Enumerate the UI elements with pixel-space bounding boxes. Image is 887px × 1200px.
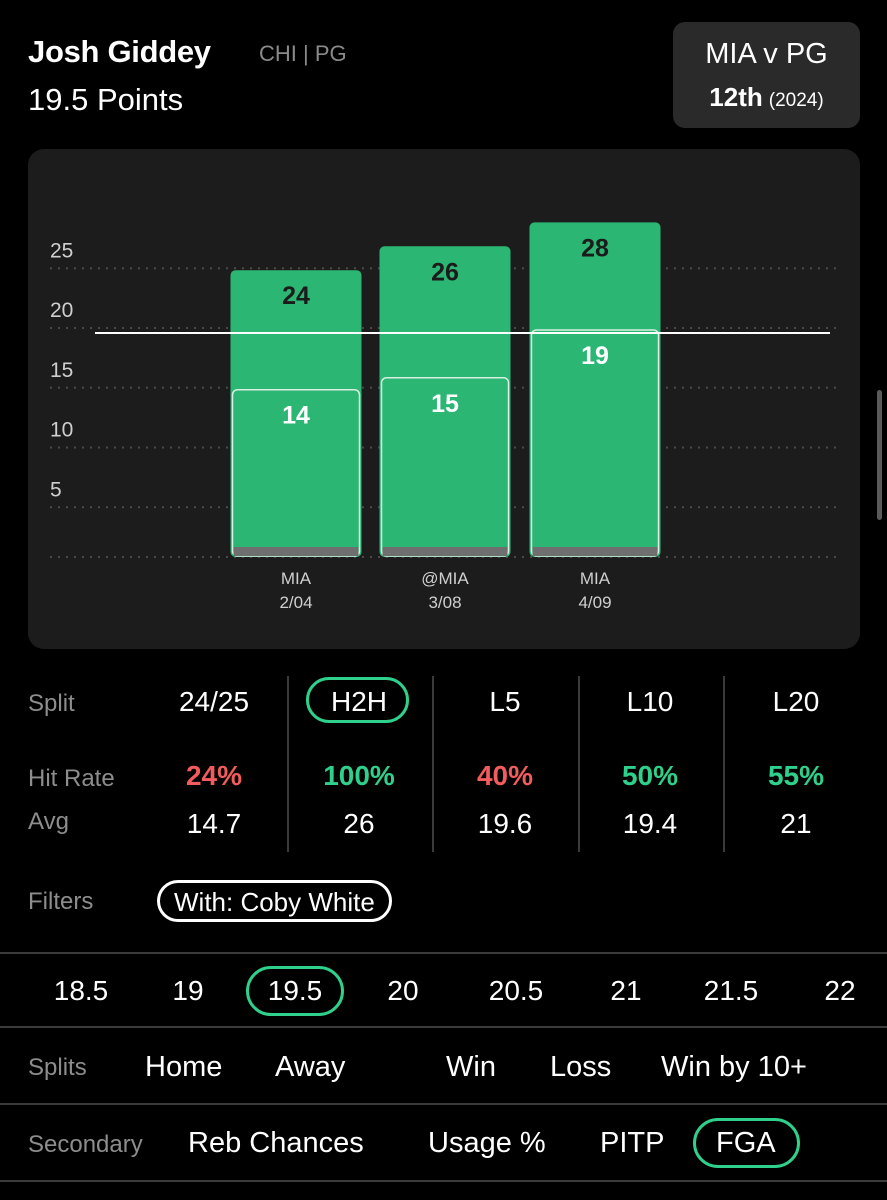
line-option[interactable]: 20 bbox=[387, 975, 419, 1006]
x-tick-label: MIA bbox=[580, 569, 611, 588]
split-filter-away[interactable]: Away bbox=[275, 1051, 346, 1083]
split-row-label: Split bbox=[28, 690, 75, 717]
matchup-rank: 12th (2024) bbox=[673, 82, 860, 113]
secondary-selected-outline bbox=[693, 1118, 800, 1168]
rank-year: (2024) bbox=[768, 90, 824, 111]
y-tick-label: 25 bbox=[50, 239, 73, 262]
column-divider bbox=[287, 676, 289, 852]
avg-value: 19.6 bbox=[477, 808, 533, 839]
bar-chart: 5 10 15 20 25 24 14 MIA 2/04 26 15 @MIA 3/08 28 19 MIA 4… bbox=[50, 222, 836, 612]
split-filter-win[interactable]: Win bbox=[446, 1051, 496, 1083]
hit-rate-value: 40% bbox=[476, 760, 534, 791]
secondary-option-pitp[interactable]: PITP bbox=[600, 1127, 665, 1159]
line-option[interactable]: 21 bbox=[610, 975, 642, 1006]
x-tick-label: @MIA bbox=[421, 569, 469, 588]
avg-value: 21 bbox=[780, 808, 812, 839]
y-tick-label: 20 bbox=[50, 299, 73, 322]
line-option[interactable]: 19 bbox=[172, 975, 204, 1006]
selected-line-outline bbox=[246, 966, 344, 1016]
split-filter-win-by-10[interactable]: Win by 10+ bbox=[661, 1051, 807, 1083]
filters-label: Filters bbox=[28, 888, 94, 915]
filter-chip-with-coby-white[interactable]: With: Coby White bbox=[157, 880, 392, 922]
y-tick-label: 10 bbox=[50, 419, 73, 442]
column-divider bbox=[432, 676, 434, 852]
rank-value: 12th bbox=[709, 82, 763, 112]
column-divider bbox=[578, 676, 580, 852]
y-tick-label: 15 bbox=[50, 359, 73, 382]
line-option[interactable]: 18.5 bbox=[53, 975, 109, 1006]
split-filter-home[interactable]: Home bbox=[145, 1051, 223, 1083]
avg-value: 19.4 bbox=[622, 808, 678, 839]
bar-value-label: 24 bbox=[282, 282, 310, 310]
split-filter-loss[interactable]: Loss bbox=[550, 1051, 612, 1083]
bar-base bbox=[532, 547, 658, 556]
divider bbox=[0, 952, 887, 954]
splits-label: Splits bbox=[28, 1054, 87, 1081]
bar-inner-value-label: 19 bbox=[581, 342, 609, 370]
divider bbox=[0, 1026, 887, 1028]
x-tick-label: 2/04 bbox=[279, 593, 312, 612]
avg-value: 26 bbox=[343, 808, 375, 839]
split-tab-l20[interactable]: L20 bbox=[772, 686, 820, 717]
line-option[interactable]: 20.5 bbox=[488, 975, 544, 1006]
hit-rate-value: 24% bbox=[185, 760, 243, 791]
matchup-card[interactable]: MIA v PG 12th (2024) bbox=[673, 22, 860, 128]
divider bbox=[0, 1180, 887, 1182]
line-option[interactable]: 19.5 bbox=[267, 975, 323, 1006]
player-name: Josh Giddey bbox=[28, 34, 211, 69]
line-option[interactable]: 21.5 bbox=[703, 975, 759, 1006]
avg-value: 14.7 bbox=[186, 808, 242, 839]
bar-value-label: 26 bbox=[431, 258, 459, 286]
hit-rate-row-label: Hit Rate bbox=[28, 765, 115, 792]
split-tab-l5[interactable]: L5 bbox=[489, 686, 521, 717]
bar-inner-value-label: 15 bbox=[431, 390, 459, 418]
secondary-option-reb-chances[interactable]: Reb Chances bbox=[188, 1127, 364, 1159]
y-tick-label: 5 bbox=[50, 478, 62, 501]
split-tab-h2h[interactable]: H2H bbox=[330, 686, 387, 717]
bar-inner-value-label: 14 bbox=[282, 402, 310, 430]
scrollbar-thumb[interactable] bbox=[877, 390, 882, 520]
chart-panel: 5 10 15 20 25 24 14 MIA 2/04 26 15 @MIA 3/08 28 19 MIA 4… bbox=[28, 149, 860, 649]
secondary-label: Secondary bbox=[28, 1131, 143, 1158]
hit-rate-value: 55% bbox=[767, 760, 825, 791]
divider bbox=[0, 1103, 887, 1105]
bar-base bbox=[233, 547, 359, 556]
matchup-title: MIA v PG bbox=[705, 38, 828, 70]
bar-value-label: 28 bbox=[581, 234, 609, 262]
x-tick-label: MIA bbox=[281, 569, 312, 588]
split-tab-24-25[interactable]: 24/25 bbox=[178, 686, 250, 717]
secondary-option-fga[interactable]: FGA bbox=[716, 1127, 776, 1159]
team-position: CHI | PG bbox=[259, 41, 347, 66]
hit-rate-value: 50% bbox=[621, 760, 679, 791]
line-option[interactable]: 22 bbox=[824, 975, 856, 1006]
avg-row-label: Avg bbox=[28, 808, 69, 835]
split-tab-l10[interactable]: L10 bbox=[626, 686, 674, 717]
x-tick-label: 4/09 bbox=[578, 593, 611, 612]
prop-line: 19.5 Points bbox=[28, 82, 184, 117]
hit-rate-value: 100% bbox=[323, 760, 395, 791]
split-selected-outline bbox=[306, 677, 409, 723]
secondary-option-usage[interactable]: Usage % bbox=[428, 1127, 546, 1159]
column-divider bbox=[723, 676, 725, 852]
x-tick-label: 3/08 bbox=[428, 593, 461, 612]
bar-base bbox=[382, 547, 508, 556]
